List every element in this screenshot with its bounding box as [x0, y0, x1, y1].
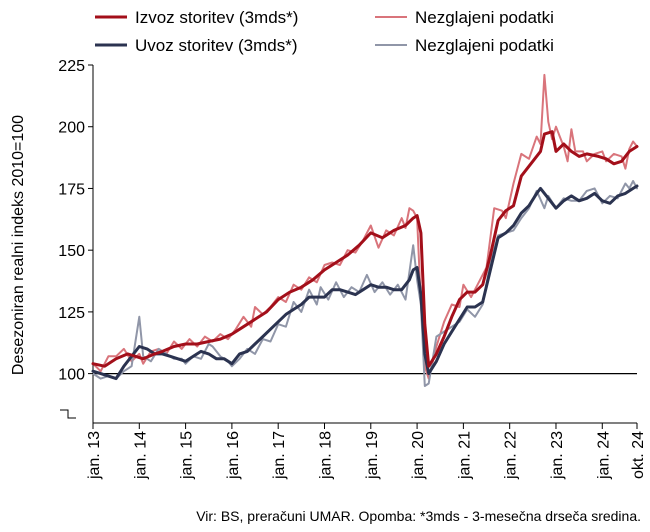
y-tick-label: 175: [58, 181, 85, 198]
x-tick-labels: jan. 13 jan. 14 jan. 15 jan. 16 jan. 17 jan. …: [86, 423, 647, 480]
x-tick-label: jan. 14: [132, 431, 149, 480]
x-tick-label: okt. 24: [630, 431, 647, 479]
legend-label: Uvoz storitev (3mds*): [135, 36, 297, 55]
x-tick-label: jan. 15: [179, 431, 196, 480]
x-tick-label: jan. 18: [317, 431, 334, 480]
axes: [60, 65, 637, 424]
series-uvoz-3mds-line: [91, 184, 639, 381]
legend-izvoz-raw: Nezglajeni podatki: [375, 8, 554, 27]
x-tick-label: jan. 23: [549, 431, 566, 480]
series-uvoz-raw-line: [92, 180, 638, 387]
legend-label: Nezglajeni podatki: [415, 8, 554, 27]
y-tick-label: 100: [58, 367, 85, 384]
x-tick-label: jan. 16: [225, 431, 242, 480]
axis-break-mark: [60, 409, 76, 419]
y-tick-label: 150: [58, 243, 85, 260]
y-tick-label: 225: [58, 58, 85, 75]
x-tick-label: jan. 22: [503, 431, 520, 480]
legend-label: Nezglajeni podatki: [415, 36, 554, 55]
x-tick-label: jan. 24: [595, 431, 612, 480]
legend-uvoz-3mds: Uvoz storitev (3mds*): [95, 36, 297, 55]
y-tick-label: 125: [58, 305, 85, 322]
series-layer: [91, 73, 639, 387]
legend-izvoz-3mds: Izvoz storitev (3mds*): [95, 8, 298, 27]
legend-uvoz-raw: Nezglajeni podatki: [375, 36, 554, 55]
series-izvoz-raw-line: [92, 73, 638, 380]
y-axis-title: Desezoniran realni indeks 2010=100: [10, 115, 27, 375]
source-note: Vir: BS, preračuni UMAR. Opomba: *3mds -…: [196, 508, 641, 524]
x-tick-label: jan. 20: [410, 431, 427, 480]
legend-label: Izvoz storitev (3mds*): [135, 8, 298, 27]
y-tick-labels: 100 125 150 175 200 225: [58, 58, 93, 384]
x-tick-label: jan. 13: [86, 431, 103, 480]
x-tick-label: jan. 19: [364, 431, 381, 480]
x-tick-label: jan. 17: [271, 431, 288, 480]
y-tick-label: 200: [58, 120, 85, 137]
legend: Izvoz storitev (3mds*) Nezglajeni podatki…: [95, 8, 554, 55]
x-tick-label: jan. 21: [456, 431, 473, 480]
series-izvoz-3mds-line: [91, 130, 639, 368]
